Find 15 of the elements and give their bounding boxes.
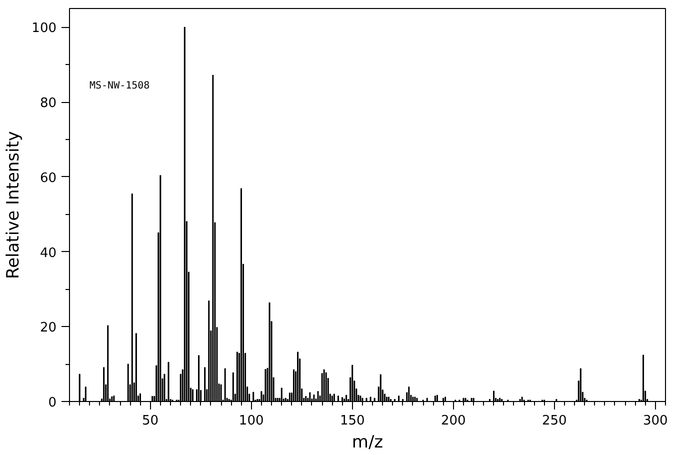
x-tick-label: 150 [340, 414, 365, 428]
x-tick-label: 250 [542, 414, 567, 428]
y-axis-title: Relative Intensity [4, 131, 24, 279]
y-tick-label: 80 [40, 96, 57, 112]
y-tick-label: 100 [32, 21, 57, 36]
x-tick-label: 50 [142, 414, 159, 428]
x-tick-label: 200 [440, 414, 466, 428]
y-tick-label: 0 [48, 396, 57, 410]
annotation: MS-NW-1508 [90, 80, 150, 92]
y-tick-label: 40 [40, 246, 57, 261]
x-axis-title: m/z [352, 432, 384, 452]
y-tick-label: 60 [40, 170, 57, 186]
x-tick-label: 300 [642, 414, 668, 428]
x-tick-label: 100 [238, 414, 264, 428]
y-tick-label: 20 [40, 320, 57, 336]
